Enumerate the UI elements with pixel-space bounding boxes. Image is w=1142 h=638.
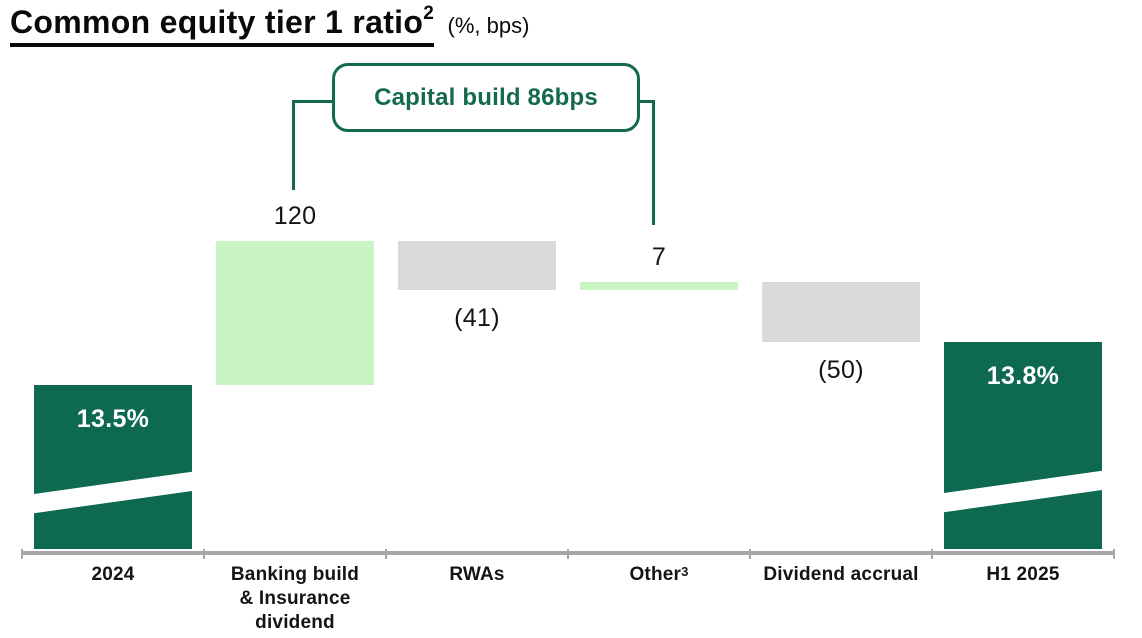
axis-category-label-rwas: RWAs — [382, 563, 572, 587]
axis-category-label-banking-build: Banking build & Insurance dividend — [200, 563, 390, 635]
title-text: Common equity tier 1 ratio2 — [10, 3, 435, 47]
axis-tick — [748, 549, 752, 559]
axis-category-label-dividend-accrual: Dividend accrual — [746, 563, 936, 587]
title-footnote-marker: 2 — [423, 3, 435, 24]
axis-category-label-h1-2025: H1 2025 — [928, 563, 1118, 587]
bar-value-label: 13.8% — [986, 361, 1060, 390]
axis-category-text: Other — [629, 564, 682, 585]
bar-value-label: (41) — [454, 304, 500, 333]
callout-connector-right-horizontal — [639, 100, 654, 103]
axis-category-text: 2024 — [91, 564, 135, 585]
callout-connector-right-vertical — [652, 100, 655, 225]
title-units: (%, bps) — [447, 13, 530, 38]
axis-tick — [384, 549, 388, 559]
bar-value-label: 13.5% — [76, 405, 150, 433]
waterfall-bar-2024: 13.5% — [34, 385, 192, 549]
bar-value-label: 120 — [273, 202, 317, 230]
waterfall-bar-dividend-accrual — [762, 281, 920, 342]
axis-category-text: Banking build & Insurance dividend — [230, 564, 360, 633]
waterfall-bar-h1-2025: 13.8% — [944, 341, 1102, 549]
callout-box: Capital build 86bps — [332, 63, 640, 132]
axis-tick — [1112, 549, 1116, 559]
axis-tick — [930, 549, 934, 559]
callout-connector-left-horizontal — [292, 100, 333, 103]
waterfall-bar-banking-build — [216, 241, 374, 385]
axis-category-label-other: Other3 — [564, 563, 754, 587]
callout-label: Capital build 86bps — [374, 83, 598, 111]
axis-category-text: Dividend accrual — [763, 564, 919, 585]
page-title: Common equity tier 1 ratio2 (%, bps) — [10, 3, 530, 47]
axis-label-footnote-marker: 3 — [681, 564, 689, 579]
axis-tick — [202, 549, 206, 559]
axis-break-slash — [34, 468, 192, 516]
axis-category-label-2024: 2024 — [18, 563, 208, 587]
callout-connector-left-vertical — [292, 100, 295, 190]
bar-value-label: 7 — [651, 242, 667, 271]
axis-tick — [566, 549, 570, 559]
waterfall-bar-rwas — [398, 241, 556, 291]
title-main: Common equity tier 1 ratio — [10, 4, 424, 40]
waterfall-bar-other — [580, 281, 738, 291]
axis-tick — [20, 549, 24, 559]
axis-category-text: RWAs — [449, 564, 505, 585]
axis-category-text: H1 2025 — [986, 564, 1060, 585]
axis-break-slash — [944, 468, 1102, 516]
bar-value-label: (50) — [818, 355, 864, 384]
